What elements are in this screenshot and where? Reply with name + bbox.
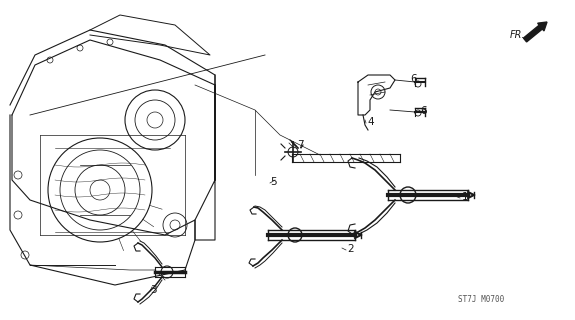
Text: 6: 6 [420, 106, 427, 116]
Text: FR.: FR. [510, 30, 526, 40]
Text: 6: 6 [410, 74, 417, 84]
Text: 1: 1 [462, 192, 469, 202]
Text: 4: 4 [367, 117, 374, 127]
Text: 5: 5 [270, 177, 277, 187]
FancyArrow shape [523, 22, 547, 42]
Text: 3: 3 [150, 285, 156, 295]
Text: 2: 2 [347, 244, 354, 254]
Text: 7: 7 [297, 140, 304, 150]
Text: ST7J M0700: ST7J M0700 [458, 295, 504, 304]
